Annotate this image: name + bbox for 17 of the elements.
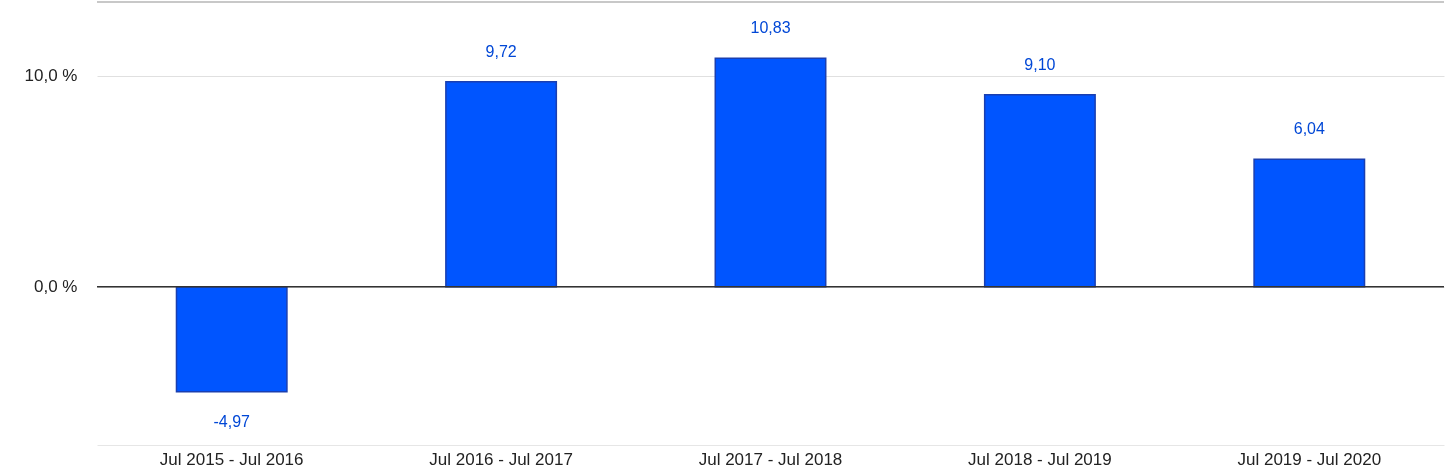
bar — [1253, 158, 1366, 288]
x-tick-label: Jul 2016 - Jul 2017 — [429, 449, 573, 468]
x-tick-label: Jul 2015 - Jul 2016 — [159, 449, 304, 468]
data-label: 9,72 — [485, 42, 517, 60]
data-label: 10,83 — [750, 19, 791, 37]
bar — [175, 286, 288, 393]
x-tick-label: Jul 2018 - Jul 2019 — [968, 449, 1112, 468]
bar — [983, 94, 1096, 288]
bar — [714, 57, 827, 288]
x-tick-label: Jul 2019 - Jul 2020 — [1237, 449, 1382, 468]
data-label: 9,10 — [1024, 55, 1056, 73]
data-label: -4,97 — [213, 412, 251, 430]
y-tick-label: 10,0 % — [24, 66, 78, 86]
y-tick-label: 0,0 % — [34, 277, 78, 297]
data-label: 6,04 — [1293, 120, 1325, 138]
x-tick-label: Jul 2017 - Jul 2018 — [698, 449, 843, 468]
bar — [445, 80, 558, 288]
